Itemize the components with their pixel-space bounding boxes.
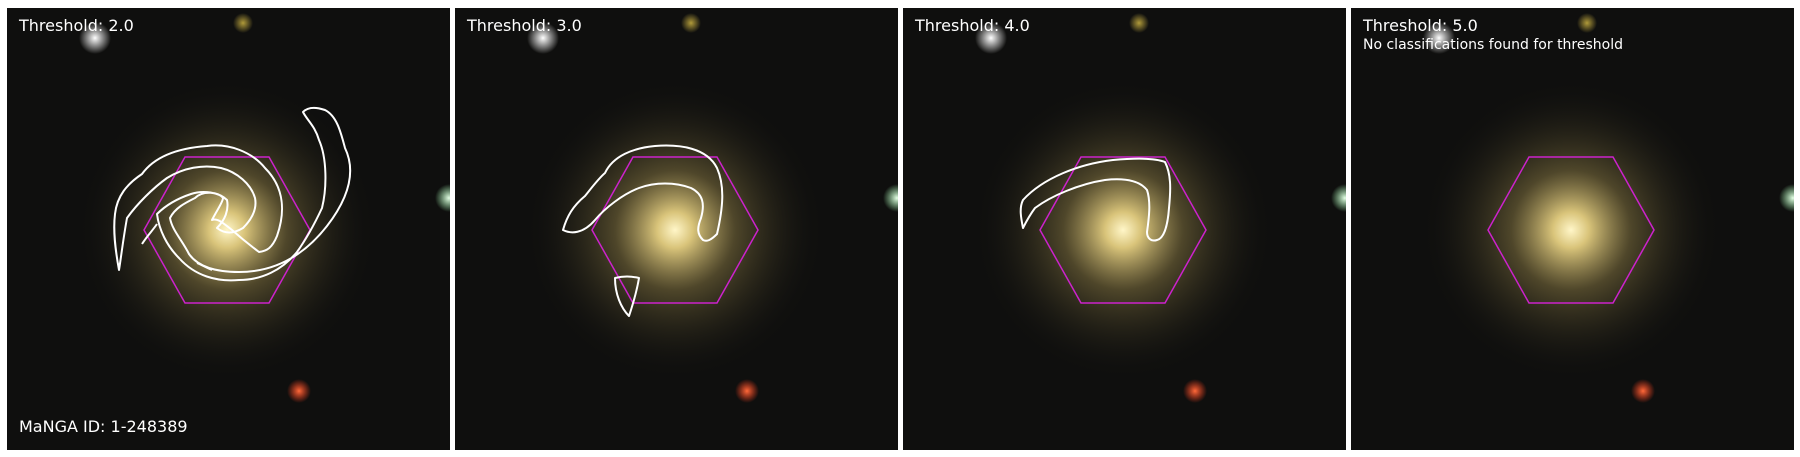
threshold-label: Threshold: 3.0 (467, 16, 582, 35)
star (79, 22, 111, 54)
threshold-label: Threshold: 2.0 (19, 16, 134, 35)
classification-contour (562, 144, 724, 317)
star (1183, 379, 1207, 403)
star (1423, 22, 1455, 54)
galaxy-panel-threshold-3: Threshold: 3.0 (455, 8, 898, 450)
star (1631, 379, 1655, 403)
galaxy-image (903, 8, 1346, 450)
ifu-hexagon (591, 156, 759, 304)
galaxy-image (455, 8, 898, 450)
star (1779, 184, 1794, 212)
galaxy-core (973, 80, 1273, 380)
ifu-hexagon (1039, 156, 1207, 304)
star (287, 379, 311, 403)
star (1577, 13, 1597, 33)
no-classifications-note: No classifications found for threshold (1363, 37, 1623, 53)
star (735, 379, 759, 403)
galaxy-core (525, 80, 825, 380)
ifu-hexagon (1487, 156, 1655, 304)
galaxy-image (7, 8, 450, 450)
threshold-label: Threshold: 5.0 (1363, 16, 1478, 35)
star (1331, 184, 1346, 212)
classification-contour (1019, 157, 1172, 242)
star (975, 22, 1007, 54)
galaxy-panel-threshold-4: Threshold: 4.0 (903, 8, 1346, 450)
galaxy-panel-threshold-5: Threshold: 5.0 No classifications found … (1351, 8, 1794, 450)
galaxy-core (77, 80, 377, 380)
star (233, 13, 253, 33)
manga-id-label: MaNGA ID: 1-248389 (19, 417, 188, 436)
galaxy-image (1351, 8, 1794, 450)
star (1129, 13, 1149, 33)
threshold-label: Threshold: 4.0 (915, 16, 1030, 35)
ifu-hexagon (143, 156, 311, 304)
classification-contour (113, 106, 352, 282)
galaxy-panel-threshold-2: Threshold: 2.0 MaNGA ID: 1-248389 (7, 8, 450, 450)
star (435, 184, 450, 212)
star (883, 184, 898, 212)
galaxy-core (1421, 80, 1721, 380)
star (681, 13, 701, 33)
star (527, 22, 559, 54)
